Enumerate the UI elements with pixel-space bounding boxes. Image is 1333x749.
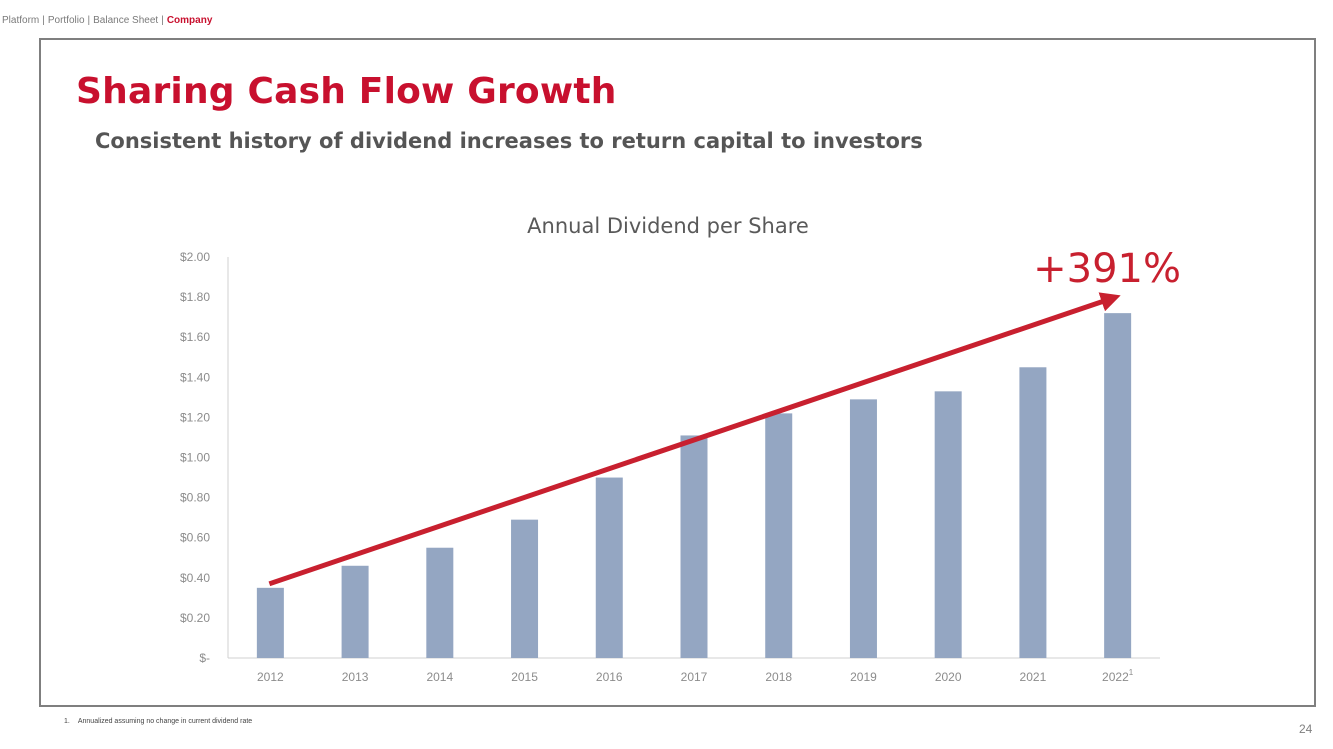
x-tick-label: 2016 (596, 670, 623, 684)
x-tick-label-text: 2012 (257, 670, 284, 684)
breadcrumb-separator: | (87, 15, 91, 26)
footnote-text: Annualized assuming no change in current… (77, 718, 253, 725)
y-tick-label: $1.00 (180, 451, 210, 465)
x-tick-label: 2018 (765, 670, 792, 684)
bar-2013 (341, 565, 369, 658)
y-tick-label: $2.00 (180, 250, 210, 264)
y-tick-label: $0.80 (180, 491, 210, 505)
page-subtitle: Consistent history of dividend increases… (95, 129, 923, 153)
bar-2020 (934, 391, 962, 658)
x-tick-label-text: 2016 (596, 670, 623, 684)
x-tick-label: 2013 (342, 670, 369, 684)
bar-2015 (511, 519, 539, 658)
y-tick-label: $0.20 (180, 611, 210, 625)
breadcrumb-item-platform[interactable]: Platform (2, 15, 40, 26)
y-tick-label: $1.80 (180, 290, 210, 304)
breadcrumb-item-portfolio[interactable]: Portfolio (47, 15, 85, 26)
x-tick-label-text: 2017 (681, 670, 708, 684)
x-tick-label: 2012 (257, 670, 284, 684)
x-tick-label: 2017 (681, 670, 708, 684)
y-tick-label: $1.40 (180, 370, 210, 384)
x-tick-label: 2019 (850, 670, 877, 684)
breadcrumb-item-balance-sheet[interactable]: Balance Sheet (93, 15, 159, 26)
page-title: Sharing Cash Flow Growth (76, 71, 617, 112)
bar-2017 (680, 435, 708, 658)
growth-arrow (268, 292, 1121, 587)
slide-frame (39, 38, 1316, 707)
x-tick-label-text: 2018 (765, 670, 792, 684)
x-tick-label-text: 2019 (850, 670, 877, 684)
footnote-number: 1. (64, 718, 70, 725)
x-tick-label-text: 2022 (1102, 670, 1129, 684)
x-tick-label-text: 2014 (426, 670, 453, 684)
y-tick-label: $1.20 (180, 410, 210, 424)
y-tick-label: $- (199, 651, 210, 665)
x-tick-label: 2015 (511, 670, 538, 684)
bar-2012 (256, 587, 284, 658)
x-tick-label-text: 2015 (511, 670, 538, 684)
x-tick-label-text: 2020 (935, 670, 962, 684)
breadcrumb: Platform | Portfolio | Balance Sheet | Company (2, 15, 212, 26)
breadcrumb-item-company[interactable]: Company (166, 15, 213, 26)
footnote: 1. Annualized assuming no change in curre… (64, 718, 252, 725)
x-tick-label: 2020 (935, 670, 962, 684)
x-tick-label: 20221 (1102, 668, 1134, 684)
bar-2014 (426, 547, 454, 658)
footnote-ref-superscript: 1 (1129, 668, 1134, 677)
x-tick-label: 2014 (426, 670, 453, 684)
growth-percentage-label: +391% (1033, 246, 1181, 292)
bar-2016 (595, 477, 623, 658)
y-tick-label: $0.40 (180, 571, 210, 585)
bar-2022 (1104, 313, 1132, 658)
page-number: 24 (1299, 722, 1313, 736)
breadcrumb-separator: | (161, 15, 164, 26)
x-tick-label-text: 2021 (1020, 670, 1047, 684)
breadcrumb-separator: | (42, 15, 45, 26)
bar-2021 (1019, 367, 1047, 658)
bar-2019 (849, 399, 877, 658)
y-tick-label: $1.60 (180, 330, 210, 344)
x-tick-label-text: 2013 (342, 670, 369, 684)
chart-title: Annual Dividend per Share (527, 214, 809, 238)
y-tick-label: $0.60 (180, 531, 210, 545)
x-tick-label: 2021 (1020, 670, 1047, 684)
bar-2018 (765, 413, 793, 658)
